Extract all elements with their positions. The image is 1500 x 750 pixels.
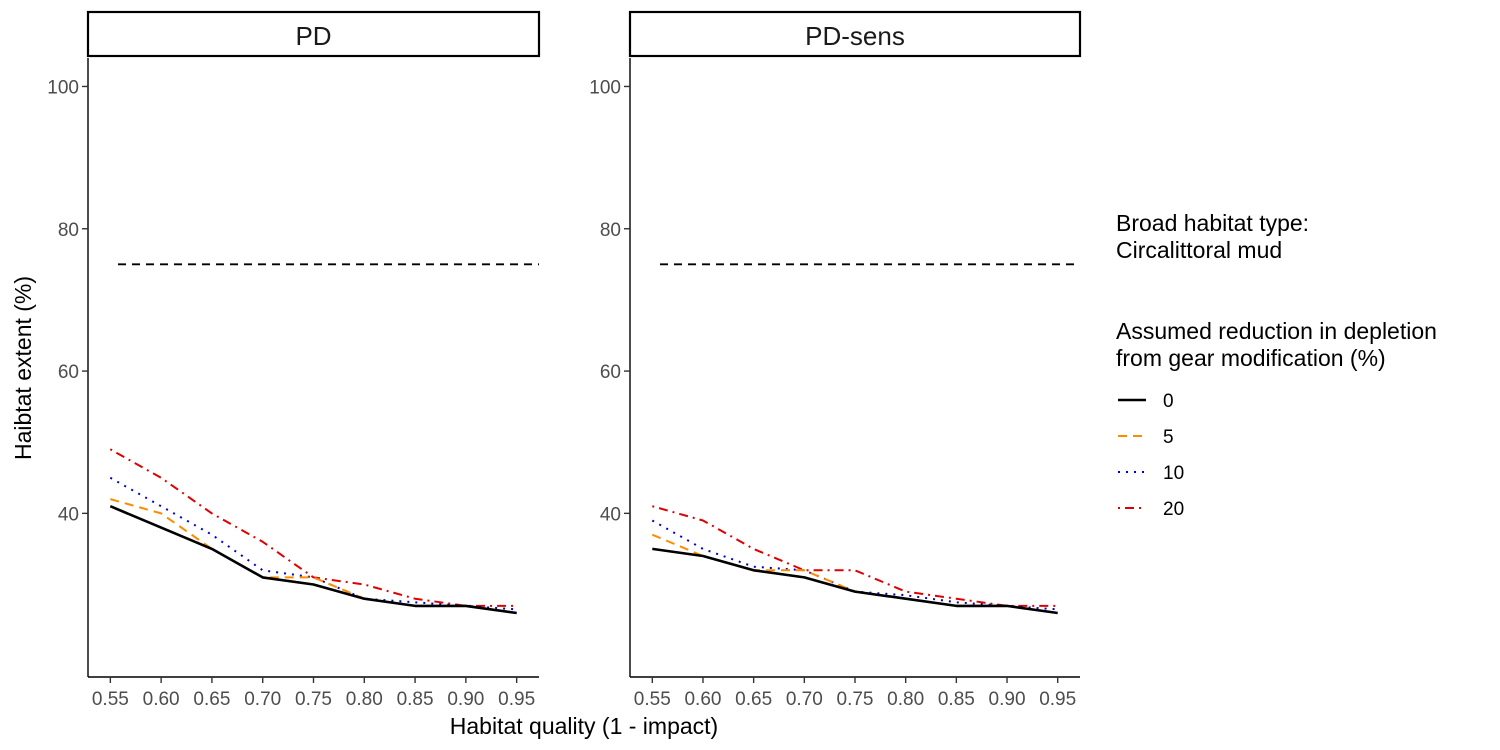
x-tick-label: 0.80 [346,689,383,710]
legend-label-5: 5 [1163,427,1174,448]
y-tick-label: 60 [600,362,621,383]
legend-label-0: 0 [1163,391,1174,412]
legend-label-20: 20 [1163,499,1184,520]
legend-title-line: from gear modification (%) [1116,345,1386,371]
series-line-10 [109,476,517,611]
x-axis-title: Habitat quality (1 - impact) [450,713,718,739]
x-tick-label: 0.80 [887,689,924,710]
y-tick-label: 80 [600,220,621,241]
x-tick-label: 0.60 [684,689,721,710]
y-tick-label: 100 [47,77,79,98]
x-tick-label: 0.55 [634,689,671,710]
x-tick-label: 0.75 [837,689,874,710]
x-tick-label: 0.60 [143,689,180,710]
series-line-5 [110,498,517,614]
panel-1: PD-sens 40 60 80 100 0.55 0.60 0.65 0.70 0.75 0.80… [589,10,1082,710]
y-axis-title: Haibtat extent (%) [10,276,36,460]
x-tick-label: 0.65 [735,689,772,710]
x-tick-label: 0.95 [1039,689,1076,710]
x-tick-label: 0.70 [786,689,823,710]
legend-title-line: Circalittoral mud [1116,237,1282,263]
x-tick-label: 0.90 [447,689,484,710]
series-line-0 [652,547,1058,615]
legend-title-line: Assumed reduction in depletion [1116,318,1437,344]
chart-panels: PD 40 60 80 100 0.55 0.60 0.65 0.70 0.75 0.80 0.85 0… [47,10,1082,710]
series-line-0 [109,505,517,615]
legend-label-10: 10 [1163,463,1184,484]
panel-strip [86,10,541,58]
series-line-10 [651,519,1058,611]
panel-0: PD 40 60 80 100 0.55 0.60 0.65 0.70 0.75 0.80 0.85 0… [47,10,541,710]
series-line-20 [109,448,517,607]
panel-title: PD [295,21,331,51]
x-tick-label: 0.95 [498,689,535,710]
legend-title-line: Broad habitat type: [1116,210,1309,236]
x-tick-label: 0.70 [244,689,281,710]
x-tick-label: 0.75 [295,689,332,710]
x-tick-label: 0.85 [938,689,975,710]
y-tick-label: 40 [58,504,79,525]
series-line-5 [651,533,1058,614]
y-tick-label: 100 [589,77,621,98]
x-tick-label: 0.90 [989,689,1026,710]
y-tick-label: 60 [58,362,79,383]
y-tick-label: 40 [600,504,621,525]
panel-strip [628,10,1082,58]
x-tick-label: 0.85 [397,689,434,710]
x-tick-label: 0.65 [193,689,230,710]
series-line-20 [652,505,1058,607]
x-tick-label: 0.55 [92,689,129,710]
panel-title: PD-sens [805,21,905,51]
y-tick-label: 80 [58,220,79,241]
legend: Broad habitat type:Circalittoral mud Assu… [1116,210,1437,520]
